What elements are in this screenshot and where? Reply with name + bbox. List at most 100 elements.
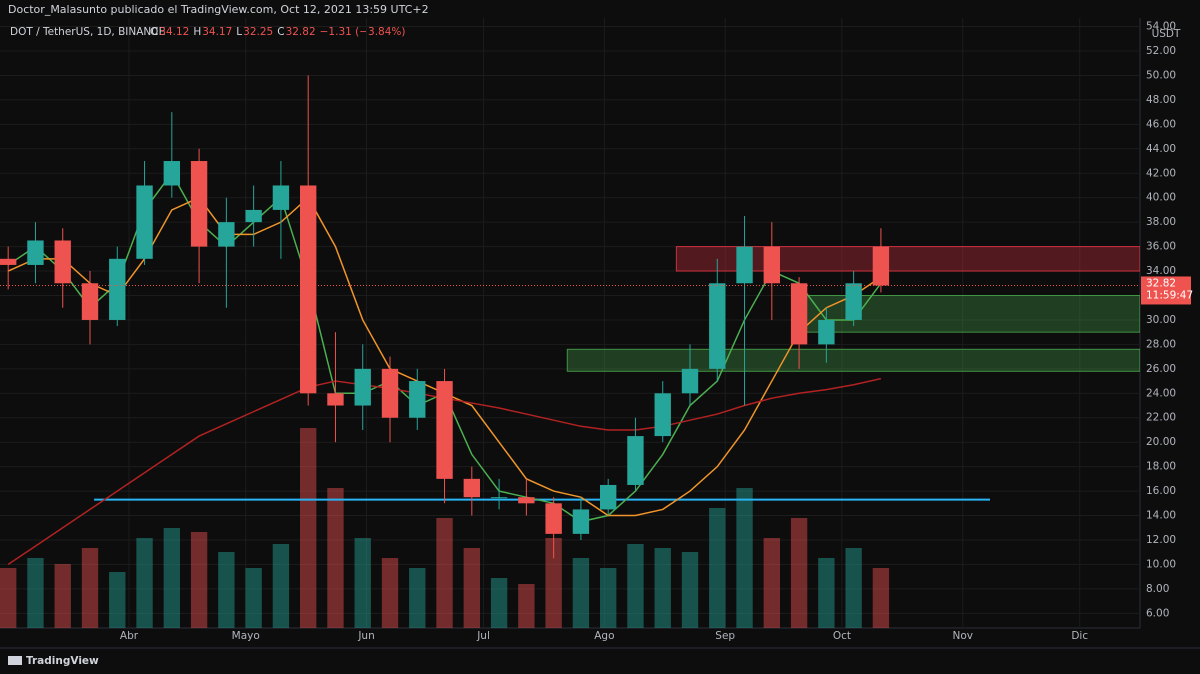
change: −1.31 (−3.84%) bbox=[320, 26, 406, 38]
volume-bar bbox=[600, 568, 617, 628]
plot bbox=[0, 18, 1140, 628]
currency: USDT bbox=[1152, 28, 1181, 40]
y-tick-label: 30.00 bbox=[1146, 314, 1176, 326]
volume-bar bbox=[654, 548, 671, 628]
volume-bar bbox=[627, 544, 644, 628]
y-tick-label: 42.00 bbox=[1146, 167, 1176, 179]
y-tick-label: 54.00 bbox=[1146, 21, 1176, 33]
x-tick-label: Abr bbox=[120, 630, 139, 642]
candle-body bbox=[381, 368, 399, 418]
candle-body bbox=[490, 497, 508, 499]
volume-bar bbox=[518, 584, 535, 628]
y-tick-label: 52.00 bbox=[1146, 45, 1176, 57]
candle-body bbox=[300, 185, 317, 394]
candle-body bbox=[736, 246, 753, 284]
candle-body bbox=[654, 393, 671, 437]
candle-body bbox=[54, 240, 71, 284]
y-tick-label: 28.00 bbox=[1146, 338, 1176, 350]
volume-bar bbox=[818, 558, 835, 628]
candle-body bbox=[845, 283, 862, 320]
ohlc-value: 32.25 bbox=[243, 26, 273, 38]
volume-bar bbox=[872, 568, 890, 628]
volume-bar bbox=[300, 428, 317, 628]
candle-body bbox=[790, 283, 808, 345]
ohlc-label: L bbox=[236, 26, 242, 38]
y-tick-label: 26.00 bbox=[1146, 363, 1176, 375]
brand bbox=[8, 656, 22, 665]
volume-bar bbox=[681, 552, 699, 628]
volume-bar bbox=[54, 564, 71, 628]
y-tick-label: 44.00 bbox=[1146, 143, 1176, 155]
ohlc-value: 34.17 bbox=[202, 26, 232, 38]
y-tick-label: 8.00 bbox=[1146, 583, 1169, 595]
candle-body bbox=[27, 240, 44, 265]
x-tick-label: Jul bbox=[476, 630, 490, 642]
candle-body bbox=[81, 283, 99, 320]
volume-bar bbox=[27, 558, 44, 628]
candle-body bbox=[354, 368, 371, 406]
zone bbox=[566, 348, 1140, 372]
x-tick-label: Ago bbox=[594, 630, 614, 642]
y-tick-label: 18.00 bbox=[1146, 461, 1176, 473]
candle-body bbox=[109, 258, 126, 320]
candle-body bbox=[190, 161, 208, 247]
volume-bar bbox=[409, 568, 426, 628]
x-tick-label: Dic bbox=[1071, 630, 1088, 642]
volume-bar bbox=[709, 508, 726, 628]
published: Doctor_Malasunto publicado el TradingVie… bbox=[8, 3, 429, 16]
candle-body bbox=[245, 209, 262, 223]
candle-body bbox=[272, 185, 290, 210]
price-axis bbox=[1140, 18, 1200, 628]
y-tick-label: 50.00 bbox=[1146, 69, 1176, 81]
candle-body bbox=[327, 393, 344, 406]
candle-body bbox=[218, 222, 235, 247]
x-tick-label: Oct bbox=[833, 630, 851, 642]
candle-body bbox=[409, 381, 426, 418]
candle-body bbox=[136, 185, 153, 259]
y-tick-label: 20.00 bbox=[1146, 436, 1176, 448]
ohlc-value: 32.82 bbox=[286, 26, 316, 38]
candle-body bbox=[518, 497, 535, 504]
candle-body bbox=[627, 436, 644, 485]
y-tick-label: 12.00 bbox=[1146, 534, 1176, 546]
volume-bar bbox=[81, 548, 99, 628]
candle-body bbox=[545, 503, 562, 534]
x-tick-label: Mayo bbox=[232, 630, 260, 642]
zone bbox=[675, 246, 1140, 272]
y-tick-label: 24.00 bbox=[1146, 387, 1176, 399]
volume-bar bbox=[0, 568, 17, 628]
volume-bar bbox=[163, 528, 180, 628]
ohlc-label: H bbox=[193, 26, 201, 38]
candle-body bbox=[436, 381, 453, 479]
volume-bar bbox=[354, 538, 371, 628]
volume-bar bbox=[545, 538, 562, 628]
candle-body bbox=[163, 161, 180, 186]
volume-bar bbox=[190, 532, 208, 628]
y-tick-label: 36.00 bbox=[1146, 241, 1176, 253]
price-label-bg bbox=[1141, 276, 1191, 305]
y-tick-label: 46.00 bbox=[1146, 118, 1176, 130]
volume-bar bbox=[463, 548, 480, 628]
y-tick-label: 6.00 bbox=[1146, 607, 1169, 619]
candle-body bbox=[872, 246, 890, 286]
last-price: 32.82 bbox=[1146, 277, 1176, 289]
volume-bar bbox=[218, 552, 235, 628]
candle-body bbox=[572, 509, 590, 534]
brand-name: TradingView bbox=[26, 655, 99, 667]
logo bbox=[8, 656, 22, 665]
candle-body bbox=[463, 478, 480, 498]
volume-bar bbox=[572, 558, 590, 628]
volume-bar bbox=[136, 538, 153, 628]
ohlc-value: 34.12 bbox=[159, 26, 189, 38]
volume-bar bbox=[490, 578, 508, 628]
symbol: DOT / TetherUS, 1D, BINANCE bbox=[10, 26, 165, 38]
y-tick-label: 10.00 bbox=[1146, 558, 1176, 570]
candle-body bbox=[681, 368, 699, 394]
candle-body bbox=[600, 484, 617, 510]
x-tick-label: Nov bbox=[952, 630, 973, 642]
y-tick-label: 16.00 bbox=[1146, 485, 1176, 497]
y-tick-label: 38.00 bbox=[1146, 216, 1176, 228]
volume-bar bbox=[436, 518, 453, 628]
x-tick-label: Jun bbox=[357, 630, 374, 642]
candle-body bbox=[0, 258, 17, 265]
